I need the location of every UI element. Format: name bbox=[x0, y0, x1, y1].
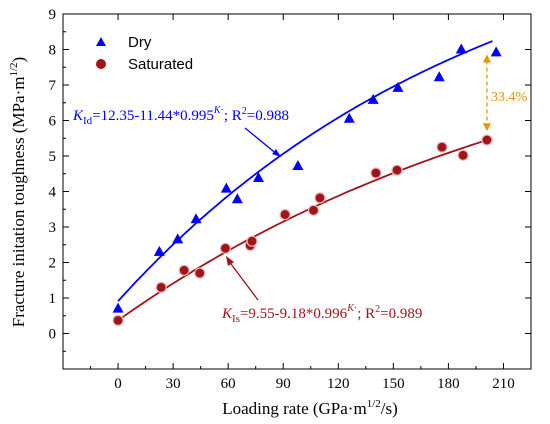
point-dry bbox=[455, 43, 467, 54]
x-tick-label: 60 bbox=[221, 376, 236, 392]
y-tick-label: 6 bbox=[49, 114, 57, 130]
x-tick-label: 150 bbox=[382, 376, 405, 392]
y-tick-label: 0 bbox=[49, 327, 57, 343]
x-axis-title: Loading rate (GPa·m1/2/s) bbox=[222, 398, 398, 418]
sat-eq-sub: Is bbox=[232, 313, 240, 325]
dry-eq-pointer bbox=[244, 127, 279, 156]
point-saturated bbox=[370, 167, 382, 179]
svg-text:KId=12.35-11.44*0.995K·; R2=0.: KId=12.35-11.44*0.995K·; R2=0.988 bbox=[72, 105, 289, 127]
percent-label: 33.4% bbox=[491, 90, 528, 105]
point-saturated bbox=[436, 141, 448, 153]
point-dry bbox=[231, 193, 243, 204]
sat-eq-k: K bbox=[221, 306, 233, 322]
dry-eq-sub: Id bbox=[83, 115, 93, 127]
fit-curve-dry bbox=[117, 40, 493, 302]
sat-eq-sup-dot: · bbox=[354, 303, 357, 314]
ticks-layer: 0 30 60 90 120 150 180 210 0 1 2 3 4 5 6 7 8 9 bbox=[49, 7, 531, 392]
dry-eq-pointer-head bbox=[272, 149, 281, 157]
sat-eq-tail: ; R bbox=[357, 306, 375, 322]
dry-eq-tail: ; R bbox=[224, 108, 242, 124]
point-dry bbox=[367, 93, 379, 104]
svg-text:KIs=9.55-9.18*0.996K·; R2=0.98: KIs=9.55-9.18*0.996K·; R2=0.989 bbox=[221, 303, 422, 325]
sat-eq-r2: =0.989 bbox=[380, 306, 422, 322]
percent-arrowhead-bottom bbox=[482, 123, 491, 132]
x-tick-label: 90 bbox=[276, 376, 291, 392]
dry-eq-sup-dot: · bbox=[221, 105, 224, 116]
marks-layer bbox=[112, 43, 502, 326]
y-axis-title: Fracture initation toughness (MPa·m1/2) bbox=[8, 57, 28, 327]
sat-eq-r2-sup: 2 bbox=[375, 304, 380, 315]
y-tick-label: 9 bbox=[49, 7, 57, 23]
dry-eq-k: K bbox=[72, 108, 84, 124]
y-tick-label: 8 bbox=[49, 43, 57, 59]
point-saturated bbox=[307, 204, 320, 216]
point-saturated bbox=[246, 235, 258, 247]
point-saturated bbox=[279, 208, 291, 221]
sat-eq-pointer-head bbox=[226, 256, 234, 266]
point-saturated bbox=[314, 192, 326, 204]
dry-eq-sup-k: K bbox=[213, 105, 222, 116]
legend: Dry Saturated bbox=[96, 34, 193, 73]
point-dry bbox=[220, 182, 232, 193]
point-dry bbox=[490, 46, 502, 57]
sat-eq-sup-k: K bbox=[346, 303, 355, 314]
point-dry bbox=[292, 159, 304, 170]
point-dry bbox=[153, 245, 165, 256]
fit-layer bbox=[117, 40, 493, 322]
legend-label-saturated: Saturated bbox=[128, 56, 193, 73]
point-saturated bbox=[194, 267, 206, 279]
saturated-fit-equation: KIs=9.55-9.18*0.996K·; R2=0.989 bbox=[221, 256, 422, 325]
percent-arrowhead-top bbox=[482, 54, 491, 63]
point-dry bbox=[252, 172, 264, 183]
point-saturated bbox=[219, 242, 232, 254]
x-tick-label: 120 bbox=[327, 376, 350, 392]
y-tick-label: 4 bbox=[49, 185, 57, 201]
point-saturated bbox=[481, 134, 493, 146]
y-tick-label: 2 bbox=[49, 256, 57, 272]
y-tick-label: 3 bbox=[49, 220, 57, 236]
sat-eq-body: =9.55-9.18*0.996 bbox=[240, 306, 348, 322]
x-tick-label: 0 bbox=[114, 376, 122, 392]
dry-eq-body: =12.35-11.44*0.995 bbox=[92, 108, 214, 124]
legend-marker-saturated bbox=[96, 59, 106, 69]
legend-label-dry: Dry bbox=[128, 34, 152, 51]
fit-curve-saturated bbox=[117, 137, 493, 322]
point-dry bbox=[433, 71, 445, 82]
point-dry bbox=[343, 112, 355, 123]
y-tick-label: 1 bbox=[49, 291, 57, 307]
x-tick-label: 210 bbox=[492, 376, 515, 392]
y-tick-label: 5 bbox=[49, 149, 57, 165]
dry-fit-equation: KId=12.35-11.44*0.995K·; R2=0.988 bbox=[72, 105, 289, 157]
percent-annotation: 33.4% bbox=[482, 54, 528, 132]
x-tick-label: 180 bbox=[437, 376, 460, 392]
point-dry bbox=[172, 233, 184, 244]
point-saturated bbox=[391, 164, 403, 176]
point-dry bbox=[190, 213, 202, 224]
point-dry bbox=[392, 81, 404, 92]
legend-marker-dry bbox=[96, 37, 106, 46]
point-saturated bbox=[457, 149, 469, 161]
point-saturated bbox=[112, 314, 124, 326]
sat-eq-pointer bbox=[227, 259, 259, 301]
point-saturated bbox=[178, 264, 190, 276]
dry-eq-r2-sup: 2 bbox=[242, 106, 247, 117]
point-saturated bbox=[155, 281, 167, 293]
point-dry bbox=[112, 302, 124, 313]
y-tick-label: 7 bbox=[49, 78, 57, 94]
x-tick-label: 30 bbox=[166, 376, 181, 392]
dry-eq-r2: =0.988 bbox=[247, 108, 289, 124]
